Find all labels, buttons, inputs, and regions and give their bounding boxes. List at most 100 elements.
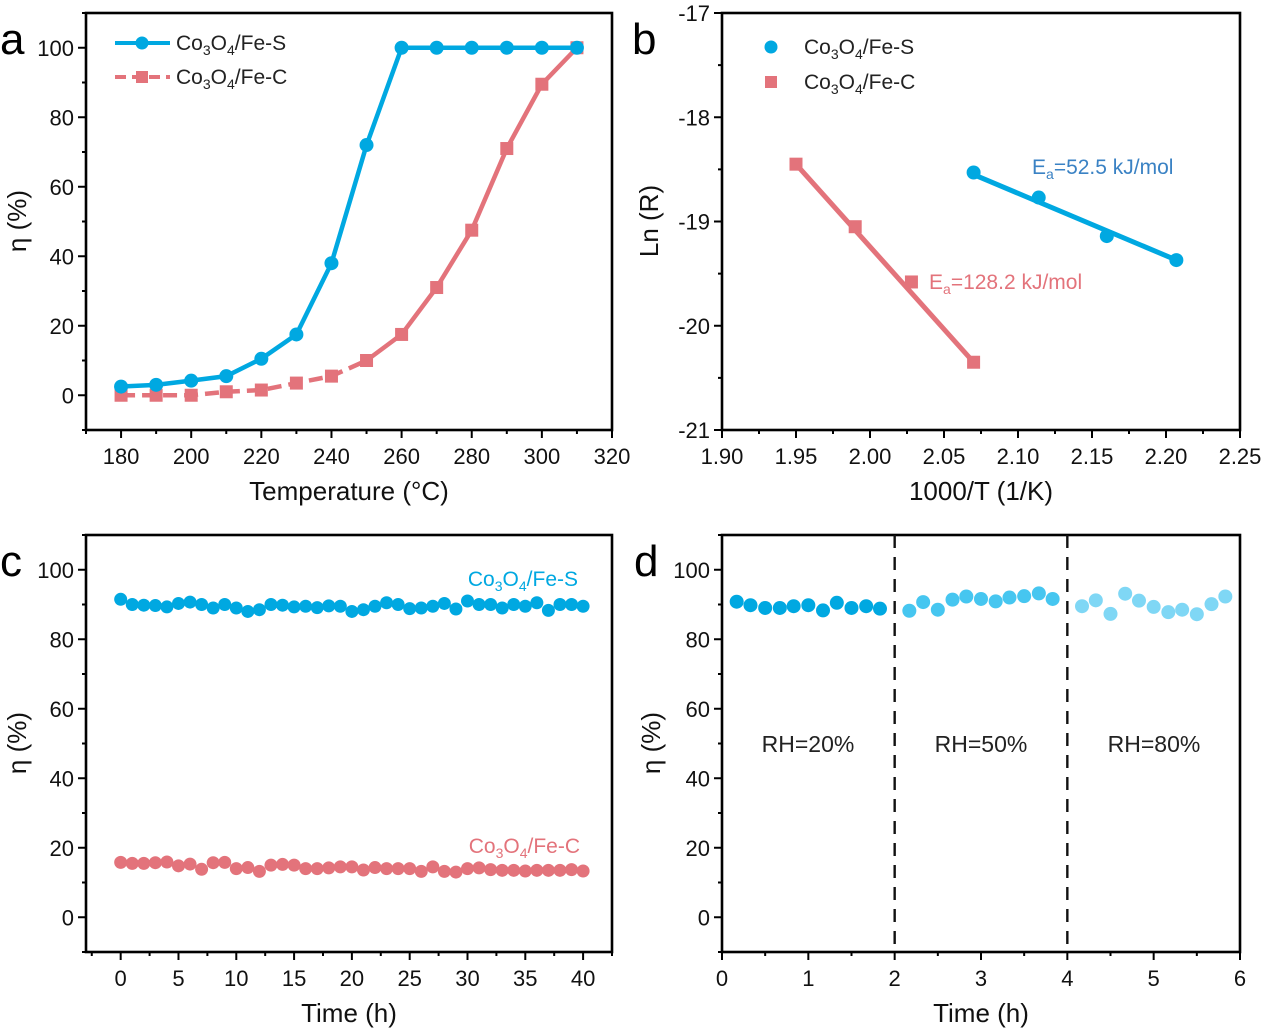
data-point-fe-c — [535, 77, 549, 91]
legend-item-fe-c: Co3O4/Fe-C — [115, 66, 287, 92]
data-point-fe-c — [218, 855, 232, 869]
data-point-fe-c — [437, 864, 451, 878]
data-point-fe-s — [565, 598, 579, 611]
data-point-fe-s — [219, 369, 234, 384]
y-tick-label-a: 40 — [50, 244, 74, 269]
data-point-fe-s — [368, 599, 382, 613]
data-point-fe-c — [333, 860, 347, 874]
x-tick-label-c: 0 — [115, 966, 127, 991]
data-point-fe-s — [148, 599, 162, 613]
x-tick-label-b: 2.05 — [923, 444, 966, 469]
data-point-rh80 — [1075, 599, 1090, 614]
x-tick-label-b: 2.10 — [997, 444, 1040, 469]
data-point-fe-s — [464, 40, 479, 55]
data-point-fe-s — [114, 592, 128, 606]
data-point-fe-s — [569, 40, 584, 55]
data-point-fe-s — [553, 598, 567, 611]
data-point-fe-s — [254, 351, 269, 366]
data-point-fe-s — [507, 598, 521, 611]
data-point-fe-s — [333, 599, 347, 613]
x-tick-label-c: 35 — [513, 966, 537, 991]
data-point-rh20 — [743, 598, 758, 613]
series-label-fe-s-c: Co3O4/Fe-S — [468, 568, 578, 594]
data-point-rh50 — [959, 589, 974, 604]
data-point-fe-s — [322, 599, 336, 613]
y-tick-label-b: -20 — [678, 314, 710, 339]
data-point-rh50 — [1017, 589, 1032, 604]
plot-area-c: 0 5 10 15 20 25 30 35 40 0 20 40 60 80 100 — [37, 533, 614, 991]
legend-marker-fe-s-b — [764, 40, 778, 54]
x-tick-label-b: 2.20 — [1145, 444, 1188, 469]
data-point-fe-c — [541, 863, 555, 877]
data-point-fe-s — [1031, 190, 1046, 205]
data-point-fe-c — [789, 157, 803, 171]
data-point-fe-s — [518, 599, 532, 613]
data-point-fe-c — [125, 856, 139, 870]
x-axis-label-a: Temperature (°C) — [249, 476, 449, 506]
data-point-fe-s — [149, 377, 164, 392]
data-point-fe-c — [195, 862, 209, 876]
x-tick-label-b: 2.15 — [1071, 444, 1114, 469]
data-point-fe-s — [391, 598, 405, 611]
data-point-fe-c — [264, 858, 278, 872]
data-point-fe-c — [345, 860, 359, 874]
y-tick-label-a: 20 — [50, 314, 74, 339]
y-axis-label-c: η (%) — [2, 712, 32, 774]
data-point-fe-c — [287, 858, 301, 872]
y-tick-label-d: 0 — [698, 905, 710, 930]
x-tick-label-c: 30 — [455, 966, 479, 991]
data-point-rh20 — [729, 594, 744, 609]
data-point-fe-s — [218, 598, 232, 611]
y-tick-label-c: 100 — [37, 558, 74, 583]
legend-marker-fe-s — [135, 36, 149, 50]
y-axis-label-d: η (%) — [636, 712, 666, 774]
data-point-rh20 — [829, 595, 844, 610]
data-point-fe-c — [904, 275, 918, 289]
x-tick-label-d: 3 — [975, 966, 987, 991]
x-tick-label-a: 260 — [383, 444, 420, 469]
data-point-fe-c — [360, 354, 374, 367]
data-point-fe-c — [206, 856, 220, 870]
x-tick-label-d: 2 — [889, 966, 901, 991]
y-axis-label-a: η (%) — [2, 190, 32, 252]
data-point-rh50 — [902, 603, 917, 618]
legend-item-fe-c-b: Co3O4/Fe-C — [765, 71, 915, 97]
data-point-fe-c — [391, 862, 405, 876]
data-point-fe-s — [299, 599, 313, 613]
x-tick-label-a: 320 — [594, 444, 631, 469]
data-point-fe-c — [149, 388, 163, 402]
data-point-fe-c — [403, 862, 417, 876]
y-tick-label-c: 40 — [50, 766, 74, 791]
data-point-fe-s — [534, 40, 549, 55]
y-tick-label-c: 0 — [62, 905, 74, 930]
fit-line-fe-s — [972, 172, 1178, 263]
x-axis-label-c: Time (h) — [301, 998, 397, 1028]
plot-area-a: 180 200 220 240 260 280 300 320 0 20 40 60 80 100 — [37, 11, 631, 469]
data-point-rh20 — [844, 600, 859, 615]
data-point-fe-c — [114, 855, 128, 869]
data-point-fe-c — [324, 369, 338, 383]
data-point-fe-s — [229, 601, 243, 615]
data-point-fe-s — [495, 601, 509, 615]
data-point-rh20 — [801, 598, 816, 613]
data-point-fe-c — [414, 864, 428, 878]
panel-a: a 180 200 220 240 260 280 300 320 0 20 40 60 80 100 T… — [0, 11, 631, 506]
data-point-fe-s — [184, 373, 199, 388]
data-point-fe-c — [229, 862, 243, 876]
data-point-fe-c — [380, 862, 394, 876]
x-tick-label-c: 5 — [172, 966, 184, 991]
data-point-fe-s — [530, 596, 544, 610]
x-tick-label-d: 0 — [716, 966, 728, 991]
data-point-rh20 — [758, 600, 773, 615]
data-point-fe-c — [368, 861, 382, 875]
x-axis-label-b: 1000/T (1/K) — [909, 476, 1053, 506]
data-point-fe-c — [576, 864, 590, 878]
y-tick-label-a: 60 — [50, 175, 74, 200]
data-point-rh50 — [930, 602, 945, 617]
data-point-fe-c — [465, 223, 479, 237]
data-point-fe-s — [137, 598, 151, 612]
data-point-fe-s — [541, 603, 555, 617]
data-point-fe-c — [356, 863, 370, 877]
